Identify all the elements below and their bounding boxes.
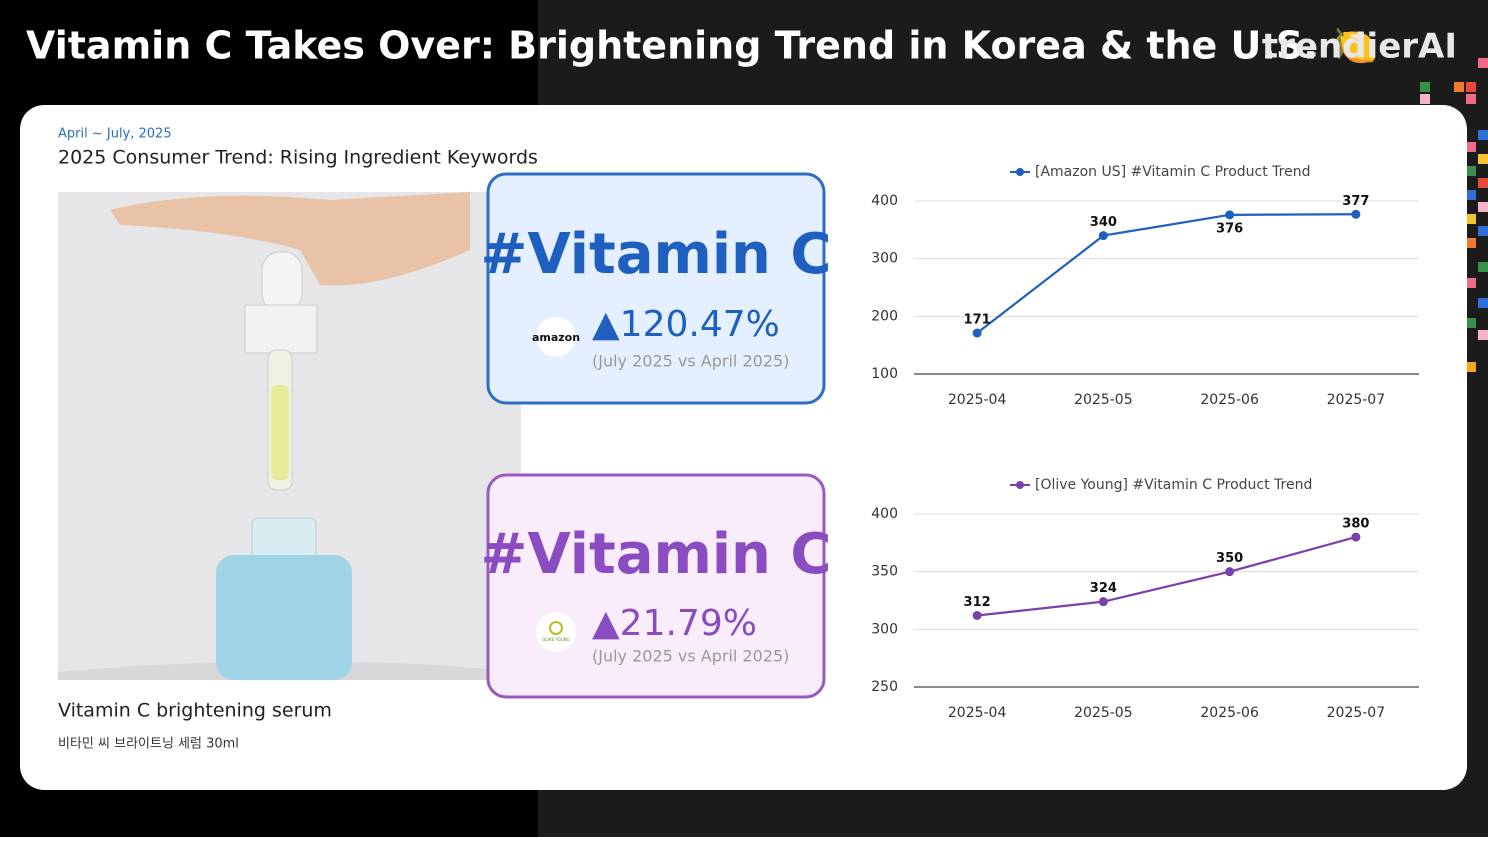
card-keyword: #Vitamin C bbox=[480, 522, 831, 587]
legend-marker bbox=[1016, 481, 1024, 489]
point bbox=[1098, 231, 1108, 241]
x-tick-label: 2025-05 bbox=[1074, 392, 1133, 408]
y-tick-label: 100 bbox=[871, 366, 898, 382]
point bbox=[972, 610, 982, 620]
brand: trendierAI bbox=[1262, 27, 1457, 67]
data-label: 171 bbox=[964, 313, 991, 328]
product-image bbox=[58, 192, 521, 680]
pixel-deco bbox=[1420, 58, 1488, 372]
x-tick-label: 2025-04 bbox=[948, 705, 1007, 721]
product-name: Vitamin C brightening serum bbox=[58, 700, 332, 722]
logo: amazon bbox=[532, 331, 580, 344]
data-label: 350 bbox=[1216, 551, 1243, 566]
series-line bbox=[977, 536, 1357, 617]
logo-badge bbox=[536, 612, 576, 652]
card-change: ▲120.47% bbox=[592, 304, 780, 345]
y-tick-label: 400 bbox=[871, 193, 898, 209]
data-label: 340 bbox=[1090, 215, 1117, 230]
card-note: (July 2025 vs April 2025) bbox=[592, 352, 789, 371]
x-tick-label: 2025-04 bbox=[948, 392, 1007, 408]
data-label: 324 bbox=[1090, 581, 1117, 596]
x-tick-label: 2025-06 bbox=[1200, 705, 1259, 721]
point bbox=[1351, 532, 1361, 542]
card-keyword: #Vitamin C bbox=[480, 222, 831, 287]
y-tick-label: 250 bbox=[871, 679, 898, 695]
x-tick-label: 2025-07 bbox=[1327, 392, 1386, 408]
data-label: 312 bbox=[964, 595, 991, 610]
date: April ~ July, 2025 bbox=[58, 127, 172, 142]
title: Vitamin C Takes Over: Brightening Trend … bbox=[26, 24, 1378, 68]
series-line bbox=[976, 213, 1356, 334]
x-tick-label: 2025-05 bbox=[1074, 705, 1133, 721]
logo-badge bbox=[536, 317, 576, 357]
card-amazon: #Vitamin C amazon ▲120.47% (July 2025 vs… bbox=[480, 172, 832, 405]
logo: OLIVE YOUNG bbox=[542, 637, 569, 642]
legend-label: [Olive Young] #Vitamin C Product Trend bbox=[1035, 477, 1312, 493]
y-tick-label: 400 bbox=[871, 506, 898, 522]
data-label: 376 bbox=[1216, 221, 1243, 236]
point bbox=[1225, 210, 1235, 220]
legend-label: [Amazon US] #Vitamin C Product Trend bbox=[1035, 164, 1311, 180]
data-label: 377 bbox=[1342, 194, 1369, 209]
card-oliveyoung: #Vitamin C OLIVE YOUNG ▲21.79% (July 202… bbox=[480, 473, 832, 699]
y-tick-label: 350 bbox=[871, 564, 898, 580]
x-tick-label: 2025-07 bbox=[1327, 705, 1386, 721]
product-subname: 비타민 씨 브라이트닝 세럼 30ml bbox=[58, 737, 239, 752]
y-tick-label: 200 bbox=[871, 308, 898, 324]
point bbox=[1098, 597, 1108, 607]
y-tick-label: 300 bbox=[871, 251, 898, 267]
y-tick-label: 300 bbox=[871, 621, 898, 637]
legend-marker bbox=[1016, 168, 1024, 176]
point bbox=[1225, 567, 1235, 577]
point bbox=[1351, 209, 1361, 219]
point bbox=[972, 328, 982, 338]
x-tick-label: 2025-06 bbox=[1200, 392, 1259, 408]
card-note: (July 2025 vs April 2025) bbox=[592, 647, 789, 666]
logo-mark bbox=[549, 621, 563, 635]
card-change: ▲21.79% bbox=[592, 603, 757, 644]
data-label: 380 bbox=[1342, 517, 1369, 532]
heading: 2025 Consumer Trend: Rising Ingredient K… bbox=[58, 147, 538, 169]
